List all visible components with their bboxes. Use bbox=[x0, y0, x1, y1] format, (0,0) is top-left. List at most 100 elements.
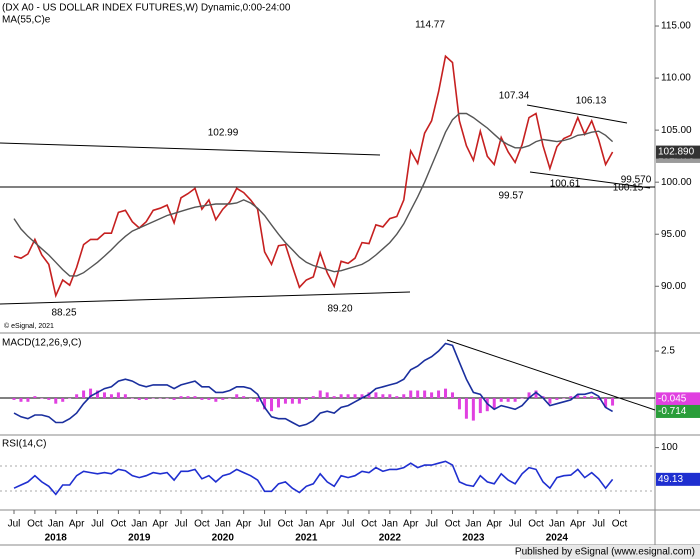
y-tick-label: 115.00 bbox=[661, 21, 691, 32]
annotation: 100.15 bbox=[613, 183, 644, 194]
histogram-bar bbox=[242, 396, 246, 399]
series-line bbox=[13, 342, 613, 428]
series-line bbox=[13, 112, 614, 277]
histogram-bar bbox=[256, 398, 260, 402]
annotation: 107.34 bbox=[499, 91, 530, 102]
y-tick-label: 100 bbox=[661, 442, 678, 453]
histogram-bar bbox=[464, 398, 468, 419]
histogram-bar bbox=[450, 392, 454, 399]
histogram-bar bbox=[54, 398, 58, 404]
series-line bbox=[13, 460, 614, 496]
histogram-bar bbox=[381, 394, 385, 399]
x-tick-label: Apr bbox=[486, 519, 502, 530]
histogram-bar bbox=[82, 390, 86, 399]
histogram-bar bbox=[123, 394, 127, 399]
histogram-bar bbox=[193, 396, 197, 399]
histogram-bar bbox=[12, 398, 16, 400]
histogram-bar bbox=[534, 390, 538, 399]
x-tick-label: Jul bbox=[258, 519, 271, 530]
x-tick-label: Apr bbox=[69, 519, 85, 530]
x-tick-label: Oct bbox=[111, 519, 127, 530]
x-tick-label: Oct bbox=[27, 519, 43, 530]
histogram-bar bbox=[492, 398, 496, 410]
histogram-bar bbox=[548, 398, 552, 404]
last-value-label: 49.13 bbox=[658, 474, 683, 485]
histogram-bar bbox=[75, 394, 79, 399]
histogram-bar bbox=[109, 394, 113, 399]
x-tick-label: Apr bbox=[236, 519, 252, 530]
x-tick-label: Jul bbox=[342, 519, 355, 530]
histogram-bar bbox=[346, 394, 350, 399]
x-tick-label: Jan bbox=[215, 519, 231, 530]
histogram-bar bbox=[68, 398, 72, 399]
histogram-bar bbox=[214, 398, 218, 402]
year-label: 2018 bbox=[45, 533, 68, 544]
x-tick-label: Oct bbox=[445, 519, 461, 530]
x-tick-label: Oct bbox=[194, 519, 210, 530]
x-tick-label: Jul bbox=[592, 519, 605, 530]
histogram-bar bbox=[471, 398, 475, 421]
histogram-bar bbox=[221, 398, 225, 400]
x-tick-label: Jul bbox=[509, 519, 522, 530]
year-label: 2022 bbox=[379, 533, 402, 544]
x-tick-label: Jan bbox=[549, 519, 565, 530]
histogram-bar bbox=[116, 392, 120, 399]
year-label: 2023 bbox=[462, 533, 485, 544]
last-value-box bbox=[656, 145, 700, 159]
x-tick-label: Jan bbox=[131, 519, 147, 530]
histogram-bar bbox=[353, 394, 357, 399]
histogram-bar bbox=[590, 396, 594, 399]
histogram-bar bbox=[318, 390, 322, 399]
histogram-bar bbox=[402, 394, 406, 399]
histogram-bar bbox=[33, 396, 37, 399]
histogram-bar bbox=[96, 390, 100, 399]
histogram-bar bbox=[604, 398, 608, 408]
footer: Published by eSignal (www.esignal.com) bbox=[515, 547, 695, 558]
x-tick-label: Jan bbox=[465, 519, 481, 530]
y-tick-label: 110.00 bbox=[661, 73, 691, 84]
last-value-box bbox=[656, 404, 700, 418]
x-tick-label: Jul bbox=[8, 519, 21, 530]
x-tick-label: Apr bbox=[403, 519, 419, 530]
histogram-bar bbox=[555, 398, 559, 400]
histogram-bar bbox=[26, 398, 30, 402]
histogram-bar bbox=[270, 398, 274, 412]
year-label: 2021 bbox=[295, 533, 318, 544]
x-tick-label: Jul bbox=[91, 519, 104, 530]
histogram-bar bbox=[158, 398, 162, 399]
x-tick-label: Jan bbox=[298, 519, 314, 530]
histogram-bar bbox=[499, 398, 503, 402]
histogram-bar bbox=[360, 394, 364, 399]
source-note: © eSignal, 2021 bbox=[4, 322, 54, 330]
histogram-bar bbox=[263, 398, 267, 410]
histogram-bar bbox=[19, 398, 23, 402]
x-tick-label: Oct bbox=[278, 519, 294, 530]
histogram-bar bbox=[583, 396, 587, 399]
y-tick-label: 90.00 bbox=[661, 281, 686, 292]
year-label: 2024 bbox=[546, 533, 569, 544]
x-tick-label: Oct bbox=[528, 519, 544, 530]
legend-label: MA(55,C)e bbox=[2, 15, 51, 26]
last-value-box bbox=[656, 392, 700, 406]
y-tick-label: 2.5 bbox=[661, 346, 675, 357]
annotation: 89.20 bbox=[327, 304, 352, 315]
last-value-label: -0.045 bbox=[658, 394, 687, 405]
histogram-bar bbox=[506, 398, 510, 402]
y-tick-label: 100.00 bbox=[661, 177, 692, 188]
panel-title: MACD(12,26,9,C) bbox=[2, 338, 81, 349]
y-tick-label: 95.00 bbox=[661, 229, 686, 240]
histogram-bar bbox=[61, 398, 65, 402]
annotation: 99.57 bbox=[498, 191, 523, 202]
year-label: 2020 bbox=[212, 533, 235, 544]
histogram-bar bbox=[597, 398, 601, 400]
x-tick-label: Jan bbox=[382, 519, 398, 530]
footer-box bbox=[520, 545, 700, 559]
trendline bbox=[526, 104, 628, 124]
histogram-bar bbox=[137, 398, 141, 400]
histogram-bar bbox=[395, 396, 399, 399]
last-value-box bbox=[656, 472, 700, 486]
histogram-bar bbox=[527, 392, 531, 399]
annotation: 99.570 bbox=[621, 175, 652, 186]
histogram-bar bbox=[374, 392, 378, 399]
histogram-bar bbox=[304, 398, 308, 400]
